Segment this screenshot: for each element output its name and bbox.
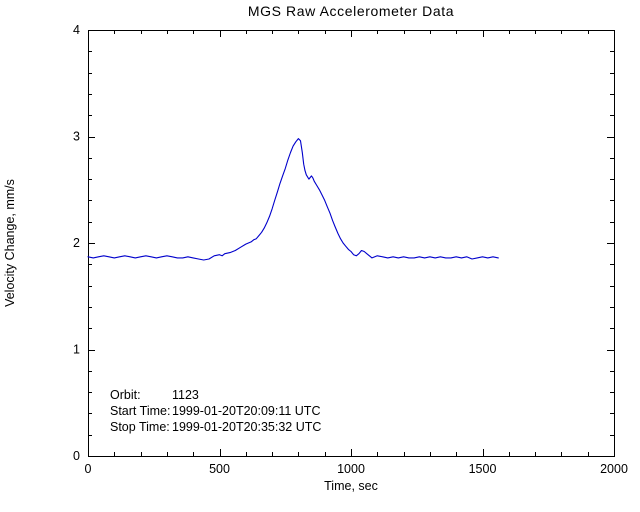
y-tick-label: 2	[73, 236, 80, 250]
y-axis-label: Velocity Change, mm/s	[3, 179, 17, 307]
orbit-value: 1123	[172, 388, 199, 402]
x-tick-label: 1500	[469, 462, 497, 476]
y-tick-label: 0	[73, 449, 80, 463]
plot-layer: 0 500 1000 1500 2000 0 1 2 3 4	[73, 23, 628, 476]
y-tick-label: 4	[73, 23, 80, 37]
chart-title: MGS Raw Accelerometer Data	[248, 3, 454, 19]
x-tick-label: 500	[209, 462, 230, 476]
stop-time-label: Stop Time:	[110, 420, 170, 434]
orbit-label: Orbit:	[110, 388, 141, 402]
x-tick-label: 2000	[600, 462, 628, 476]
y-tick-label: 1	[73, 343, 80, 357]
x-axis-label: Time, sec	[324, 479, 378, 493]
start-time-label: Start Time:	[110, 404, 171, 418]
x-tick-label: 0	[85, 462, 92, 476]
data-series-line	[87, 138, 499, 261]
x-tick-label: 1000	[337, 462, 365, 476]
annotation-block: Orbit: 1123 Start Time: 1999-01-20T20:09…	[110, 387, 321, 435]
start-time-value: 1999-01-20T20:09:11 UTC	[172, 404, 321, 418]
y-tick-label: 3	[73, 130, 80, 144]
stop-time-value: 1999-01-20T20:35:32 UTC	[172, 420, 322, 434]
